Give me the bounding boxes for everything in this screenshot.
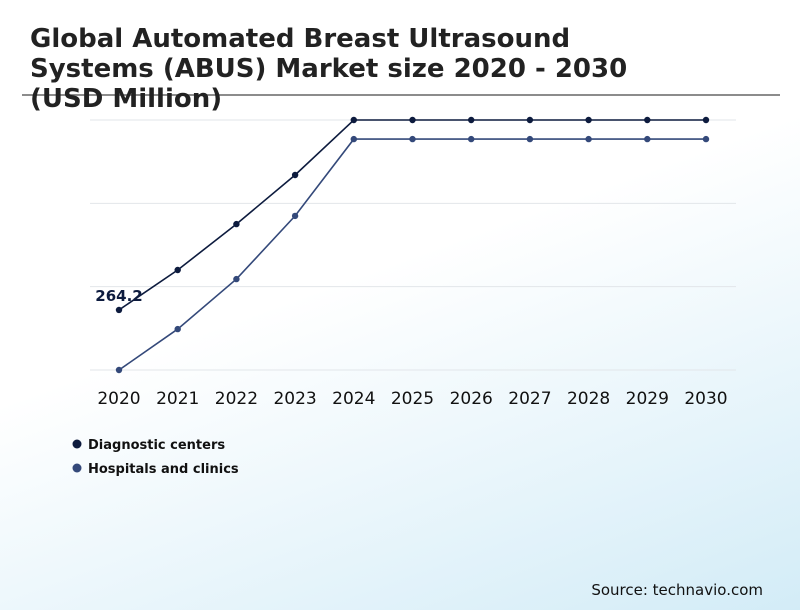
data-point — [585, 135, 592, 143]
data-point — [409, 116, 416, 124]
x-tick-label: 2025 — [391, 389, 434, 409]
x-tick-label: 2022 — [215, 389, 258, 409]
x-tick-label: 2029 — [626, 389, 669, 409]
legend-label: Diagnostic centers — [88, 438, 225, 453]
data-point — [291, 171, 299, 179]
data-point — [526, 135, 534, 143]
data-point — [468, 135, 475, 143]
data-point — [115, 306, 123, 314]
data-point — [702, 116, 710, 124]
x-tick-label: 2023 — [273, 389, 316, 409]
data-point — [702, 135, 710, 143]
x-tick-label: 2027 — [508, 389, 551, 409]
data-label: 264.2 — [95, 287, 142, 305]
data-point — [115, 366, 123, 374]
data-point — [174, 325, 181, 333]
data-point — [409, 135, 416, 143]
legend-marker — [72, 463, 82, 473]
data-point — [350, 135, 357, 143]
x-tick-label: 2030 — [684, 389, 727, 409]
x-tick-label: 2028 — [567, 389, 610, 409]
legend-marker — [72, 439, 82, 449]
data-point — [644, 116, 651, 124]
data-point — [526, 116, 534, 124]
data-point — [233, 220, 240, 228]
chart-title: Global Automated Breast Ultrasound Syste… — [30, 24, 628, 114]
data-point — [350, 116, 357, 124]
legend-label: Hospitals and clinics — [88, 462, 239, 477]
source: Source: technavio.com — [591, 581, 763, 599]
data-point — [174, 266, 181, 274]
series-line — [118, 119, 706, 311]
data-point — [468, 116, 475, 124]
data-point — [644, 135, 651, 143]
data-point — [585, 116, 592, 124]
x-tick-label: 2024 — [332, 389, 375, 409]
data-point — [291, 212, 299, 220]
x-tick-label: 2020 — [97, 389, 140, 409]
x-tick-label: 2026 — [450, 389, 493, 409]
series-line — [118, 138, 706, 371]
data-point — [233, 275, 240, 283]
x-tick-label: 2021 — [156, 389, 199, 409]
